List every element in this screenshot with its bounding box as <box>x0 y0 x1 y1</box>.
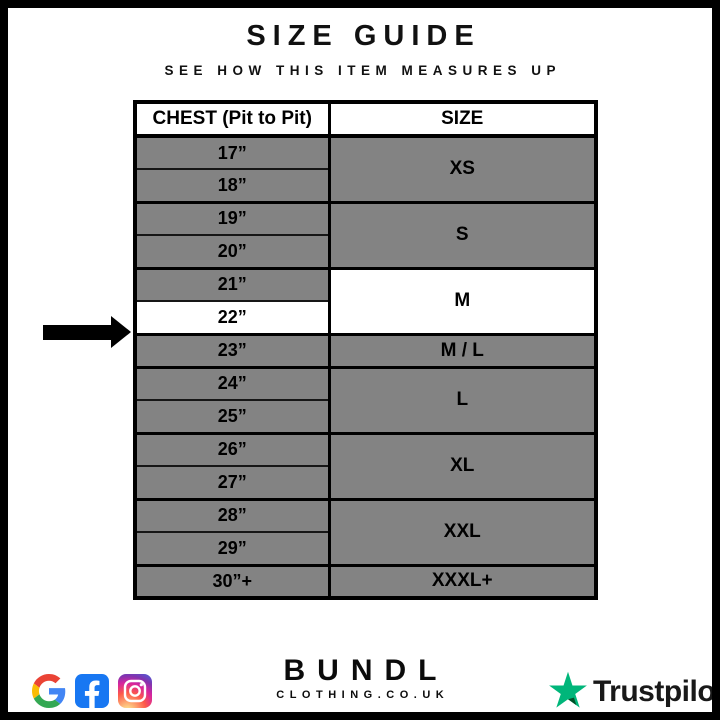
table-row: 17” XS <box>135 134 596 202</box>
table-header-row: CHEST (Pit to Pit) SIZE <box>135 102 596 138</box>
table-row: 19” S <box>135 200 596 268</box>
instagram-icon[interactable] <box>118 674 152 708</box>
chest-cell-highlighted: 22” <box>135 300 331 334</box>
brand-name: BUNDL <box>283 654 449 687</box>
size-cell: M / L <box>329 332 596 367</box>
table-row: 27” <box>135 465 596 499</box>
size-cell: L <box>329 365 596 433</box>
chest-cell: 25” <box>135 399 331 433</box>
size-guide-table: CHEST (Pit to Pit) SIZE 17” XS 18” 19” S… <box>133 100 598 600</box>
chest-cell: 21” <box>135 266 331 301</box>
chest-cell: 19” <box>135 200 331 235</box>
table-row-highlighted: 22” <box>135 300 596 334</box>
table-row: 23” M / L <box>135 332 596 367</box>
chest-cell: 29” <box>135 531 331 565</box>
column-header-chest: CHEST (Pit to Pit) <box>135 102 331 138</box>
facebook-icon[interactable] <box>75 674 109 708</box>
table-row: 30”+ XXXL+ <box>135 563 596 598</box>
arrow-head <box>111 316 131 348</box>
brand-logo: BUNDL CLOTHING.CO.UK <box>8 654 712 702</box>
trustpilot-logo[interactable]: Trustpilot <box>549 671 720 712</box>
chest-cell: 27” <box>135 465 331 499</box>
size-cell: XL <box>329 431 596 499</box>
chest-cell: 28” <box>135 497 331 532</box>
trustpilot-wordmark: Trustpilot <box>593 675 720 708</box>
chest-cell: 23” <box>135 332 331 367</box>
table-row: 25” <box>135 399 596 433</box>
brand-domain: CLOTHING.CO.UK <box>276 689 450 701</box>
size-cell: XXL <box>329 497 596 565</box>
chest-cell: 20” <box>135 234 331 268</box>
size-cell-highlighted: M <box>329 266 596 334</box>
chest-cell: 24” <box>135 365 331 400</box>
arrow-shaft <box>43 325 112 340</box>
social-icons <box>32 674 152 708</box>
table-row: 29” <box>135 531 596 565</box>
size-cell: S <box>329 200 596 268</box>
table-row: 28” XXL <box>135 497 596 565</box>
chest-cell: 17” <box>135 134 331 169</box>
column-header-size: SIZE <box>329 102 596 138</box>
size-cell: XXXL+ <box>329 563 596 598</box>
page-subtitle: SEE HOW THIS ITEM MEASURES UP <box>164 63 562 78</box>
chest-cell: 30”+ <box>135 563 331 598</box>
page-title: SIZE GUIDE <box>246 20 481 52</box>
table-row: 20” <box>135 234 596 268</box>
size-cell: XS <box>329 134 596 202</box>
table-row: 21” M <box>135 266 596 334</box>
table-row: 18” <box>135 168 596 202</box>
table-row: 26” XL <box>135 431 596 499</box>
chest-cell: 18” <box>135 168 331 202</box>
trustpilot-star-icon <box>549 671 587 712</box>
table-row: 24” L <box>135 365 596 433</box>
google-icon[interactable] <box>32 674 66 708</box>
chest-cell: 26” <box>135 431 331 466</box>
